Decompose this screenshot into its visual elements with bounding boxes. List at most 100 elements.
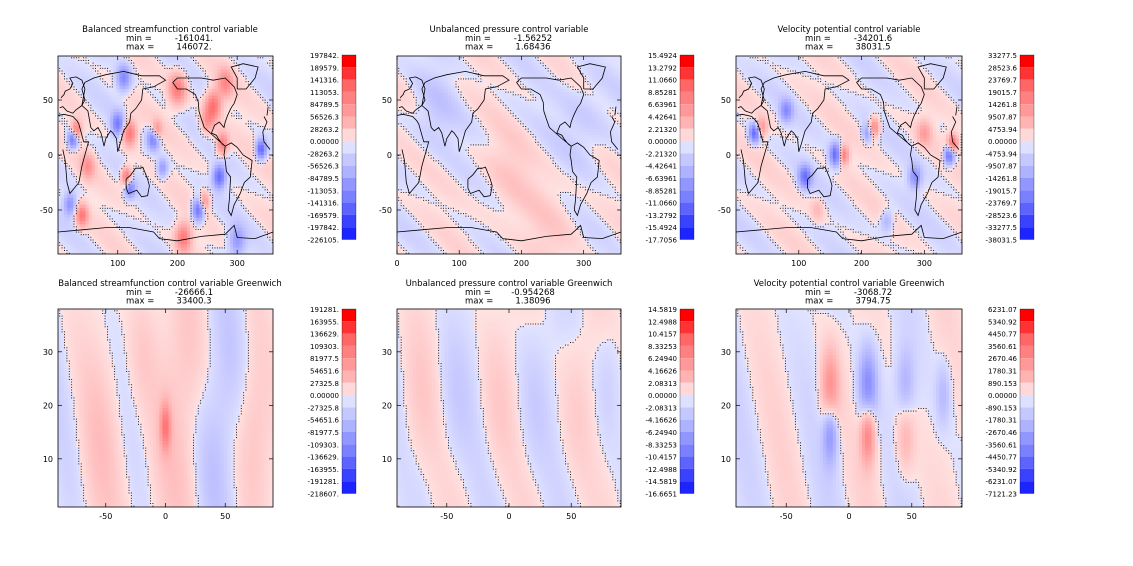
heatmap-cell — [187, 158, 191, 162]
contour-dot — [159, 236, 161, 238]
heatmap-cell — [226, 82, 231, 87]
heatmap-cell — [187, 122, 191, 126]
heatmap-cell — [122, 151, 126, 156]
heatmap-cell — [134, 171, 139, 176]
contour-dot — [121, 139, 123, 141]
heatmap-cell — [193, 115, 197, 120]
contour-dot — [176, 115, 178, 117]
heatmap-cell — [223, 240, 228, 245]
heatmap-cell — [131, 151, 136, 156]
heatmap-cell — [208, 72, 212, 77]
contour-dot — [200, 228, 202, 230]
heatmap-cell — [137, 197, 142, 202]
contour-dot — [178, 112, 180, 114]
heatmap-cell — [208, 95, 212, 100]
contour-dot — [207, 139, 209, 141]
contour-dot — [176, 210, 178, 212]
heatmap-cell — [70, 72, 74, 77]
heatmap-cell — [101, 201, 105, 205]
heatmap-cell — [183, 105, 188, 110]
heatmap-cell — [82, 224, 87, 228]
heatmap-cell — [147, 244, 151, 248]
heatmap-cell — [58, 118, 62, 123]
heatmap-cell — [140, 115, 145, 120]
heatmap-cell — [257, 161, 262, 166]
heatmap-cell — [79, 92, 83, 96]
heatmap-cell — [236, 197, 240, 202]
contour-dot — [204, 157, 206, 159]
heatmap-cell — [97, 131, 102, 136]
heatmap-cell — [217, 204, 222, 209]
heatmap-cell — [88, 148, 93, 153]
heatmap-cell — [263, 197, 268, 202]
heatmap-cell — [168, 135, 173, 139]
heatmap-cell — [211, 98, 216, 103]
heatmap-cell — [104, 224, 108, 228]
heatmap-cell — [260, 108, 265, 113]
heatmap-cell — [177, 102, 182, 106]
heatmap-cell — [128, 155, 133, 159]
heatmap-cell — [131, 155, 136, 159]
heatmap-cell — [64, 204, 68, 209]
heatmap-cell — [122, 112, 126, 116]
heatmap-cell — [153, 141, 157, 146]
heatmap-cell — [73, 65, 77, 70]
contour-dot — [133, 62, 135, 64]
contour-dot — [154, 89, 156, 90]
heatmap-cell — [211, 69, 216, 73]
heatmap-cell — [217, 72, 222, 77]
heatmap-cell — [239, 221, 243, 225]
heatmap-cell — [76, 207, 80, 212]
heatmap-cell — [257, 197, 262, 202]
heatmap-cell — [220, 168, 225, 172]
heatmap-cell — [266, 72, 271, 77]
heatmap-cell — [233, 181, 237, 186]
heatmap-cell — [82, 72, 87, 77]
heatmap-cell — [88, 151, 93, 156]
heatmap-cell — [269, 145, 274, 149]
heatmap-cell — [73, 178, 77, 182]
heatmap-cell — [150, 141, 154, 146]
heatmap-cell — [58, 237, 62, 242]
heatmap-cell — [211, 112, 216, 116]
heatmap-cell — [110, 237, 114, 242]
heatmap-cell — [242, 158, 246, 162]
heatmap-cell — [119, 145, 123, 149]
contour-dot — [128, 57, 130, 59]
heatmap-cell — [260, 168, 265, 172]
contour-dot — [59, 244, 61, 246]
heatmap-cell — [193, 201, 197, 205]
heatmap-cell — [266, 250, 271, 255]
heatmap-cell — [180, 115, 185, 120]
heatmap-cell — [226, 221, 231, 225]
heatmap-cell — [251, 65, 255, 70]
heatmap-cell — [131, 79, 136, 83]
heatmap-cell — [67, 102, 71, 106]
heatmap-cell — [97, 112, 102, 116]
heatmap-cell — [242, 184, 246, 189]
heatmap-cell — [104, 155, 108, 159]
heatmap-cell — [217, 224, 222, 228]
heatmap-cell — [70, 237, 74, 242]
heatmap-cell — [97, 65, 102, 70]
heatmap-cell — [122, 105, 126, 110]
heatmap-cell — [266, 204, 271, 209]
heatmap-cell — [156, 224, 160, 228]
heatmap-cell — [104, 56, 108, 60]
heatmap-cell — [82, 141, 87, 146]
heatmap-cell — [236, 244, 240, 248]
contour-dot — [207, 136, 209, 138]
heatmap-cell — [153, 224, 157, 228]
heatmap-cell — [211, 105, 216, 110]
heatmap-cell — [269, 85, 274, 90]
heatmap-cell — [116, 247, 120, 252]
heatmap-cell — [257, 72, 262, 77]
heatmap-cell — [199, 207, 203, 212]
heatmap-cell — [205, 204, 209, 209]
heatmap-cell — [254, 191, 259, 195]
heatmap-cell — [128, 250, 133, 255]
heatmap-cell — [94, 204, 99, 209]
contour-dot — [169, 205, 171, 207]
heatmap-cell — [150, 227, 154, 232]
heatmap-cell — [220, 188, 225, 192]
